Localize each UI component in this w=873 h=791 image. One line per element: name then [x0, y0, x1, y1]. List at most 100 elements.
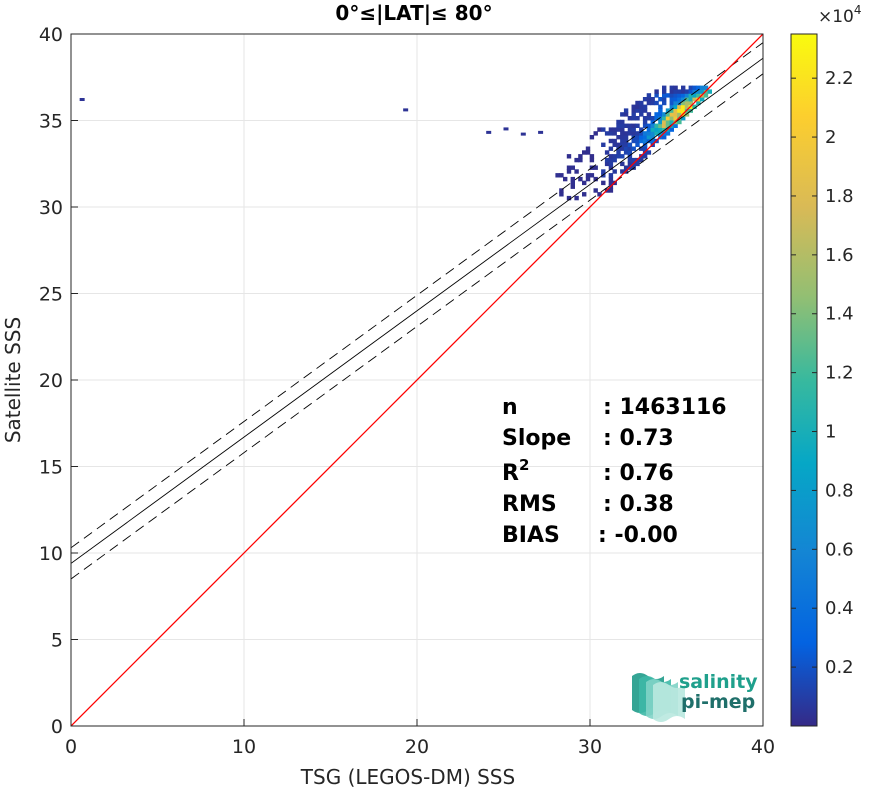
stat-label: BIAS [502, 523, 560, 548]
density-cell [635, 104, 640, 109]
density-cell [627, 150, 633, 155]
density-cell [559, 188, 564, 193]
density-cell [623, 142, 629, 147]
colorbar-tick-label: 1.8 [825, 186, 854, 207]
density-cell [673, 108, 678, 113]
density-cell [631, 108, 636, 113]
density-cell [623, 135, 629, 140]
outlier-point [403, 108, 409, 112]
density-cell [669, 97, 674, 102]
density-cell [623, 123, 629, 128]
density-cell [635, 116, 640, 121]
density-cell [627, 127, 633, 132]
density-cell [608, 173, 614, 178]
density-cell [669, 116, 674, 121]
density-cell [650, 116, 655, 121]
stat-value: : 1463116 [603, 395, 727, 420]
colorbar-ticks: 0.2 0.4 0.6 0.8 1 1.2 1.4 1.6 1.8 2 2.2 [791, 68, 854, 678]
density-cell [654, 93, 659, 98]
density-cell [646, 97, 652, 102]
y-tick-label: 15 [39, 457, 63, 479]
density-cell [681, 93, 686, 98]
density-cell [578, 176, 583, 182]
density-cell [635, 123, 640, 128]
density-cell [684, 93, 690, 98]
density-cell [597, 127, 602, 132]
x-tick-label: 10 [232, 736, 256, 758]
density-cell [650, 127, 655, 132]
density-cell [566, 165, 572, 170]
density-cell [646, 123, 652, 128]
density-cell [608, 165, 614, 170]
upper-bound-line [71, 42, 763, 549]
density-cell [597, 192, 602, 197]
density-cell [608, 157, 614, 163]
density-cell [646, 127, 652, 132]
density-cell [620, 127, 625, 132]
outlier-point [520, 132, 526, 136]
density-cell [665, 116, 671, 121]
density-cell [620, 131, 625, 136]
density-cell [662, 127, 667, 132]
density-cell [677, 112, 682, 117]
density-cell [616, 119, 621, 125]
density-cell [608, 176, 614, 182]
density-cell [662, 100, 667, 106]
outlier-point [486, 130, 492, 134]
density-cell [601, 127, 606, 132]
density-cell [639, 138, 644, 144]
density-cell [631, 112, 636, 117]
density-cell [642, 104, 648, 109]
density-cell [669, 108, 674, 113]
density-cell [612, 131, 617, 136]
density-cell [635, 100, 640, 106]
density-cell [608, 188, 614, 193]
density-cell [639, 112, 644, 117]
density-cell [692, 85, 697, 90]
colorbar [790, 33, 818, 727]
logo-text-pimep: pi-mep [681, 691, 755, 713]
density-cell [608, 138, 614, 144]
density-cell [623, 138, 629, 144]
density-cell [688, 85, 693, 90]
density-cell [662, 123, 667, 128]
density-cell [570, 176, 575, 182]
density-cell [608, 131, 614, 136]
outlier-point [79, 98, 85, 102]
density-cell [673, 100, 678, 106]
density-cell [696, 85, 701, 90]
density-cell [585, 173, 591, 178]
density-cell [684, 112, 690, 117]
density-cell [688, 100, 693, 106]
density-cell [642, 119, 648, 125]
density-cell [662, 116, 667, 121]
density-cell [570, 180, 575, 186]
density-cell [608, 180, 614, 186]
density-cell [631, 127, 636, 132]
density-cell [692, 104, 697, 109]
density-cell [658, 112, 663, 117]
density-cell [593, 176, 598, 182]
density-cell [673, 93, 678, 98]
density-cell [631, 131, 636, 136]
density-cell [642, 146, 648, 151]
density-cell [665, 123, 671, 128]
density-cell [639, 146, 644, 151]
density-cell [620, 154, 625, 159]
density-cell [646, 135, 652, 140]
y-tick-label: 0 [51, 716, 63, 738]
density-cell [665, 131, 671, 136]
density-cell [631, 146, 636, 151]
regression-lines [71, 34, 763, 726]
density-cell [646, 131, 652, 136]
density-cell [616, 135, 621, 140]
density-cell [677, 93, 682, 98]
density-cell [620, 138, 625, 144]
density-cell [616, 146, 621, 151]
y-tick-label: 40 [39, 24, 63, 46]
y-tick-label: 35 [39, 111, 63, 133]
outlier-point [538, 130, 544, 134]
density-cell [681, 100, 686, 106]
colorbar-tick-label: 0.6 [825, 539, 854, 560]
density-cell [612, 138, 617, 144]
